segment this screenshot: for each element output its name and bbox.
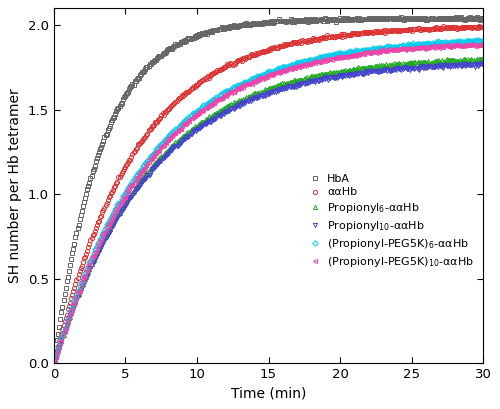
(Propionyl-PEG5K)$_6$-ααHb — [221, 90, 227, 94]
ααHb — [221, 65, 227, 70]
Propionyl$_6$-ααHb — [191, 126, 197, 131]
Legend: HbA, ααHb, Propionyl$_6$-ααHb, Propionyl$_{10}$-ααHb, (Propionyl-PEG5K)$_6$-ααHb: HbA, ααHb, Propionyl$_6$-ααHb, Propionyl… — [305, 170, 478, 272]
Propionyl$_{10}$-ααHb — [191, 128, 197, 133]
HbA — [191, 36, 197, 40]
HbA — [361, 16, 367, 21]
(Propionyl-PEG5K)$_6$-ααHb — [361, 48, 367, 53]
Propionyl$_{10}$-ααHb — [363, 71, 369, 76]
HbA — [458, 15, 464, 20]
(Propionyl-PEG5K)$_{10}$-ααHb — [51, 361, 57, 366]
HbA — [321, 17, 327, 22]
(Propionyl-PEG5K)$_{10}$-ααHb — [363, 49, 369, 54]
HbA — [363, 17, 369, 22]
(Propionyl-PEG5K)$_6$-ααHb — [191, 112, 197, 117]
ααHb — [440, 24, 446, 29]
Propionyl$_6$-ααHb — [480, 56, 486, 61]
(Propionyl-PEG5K)$_{10}$-ααHb — [361, 52, 367, 56]
(Propionyl-PEG5K)$_{10}$-ααHb — [470, 42, 476, 47]
ααHb — [102, 203, 108, 208]
ααHb — [51, 361, 57, 366]
Line: HbA: HbA — [52, 15, 486, 365]
(Propionyl-PEG5K)$_{10}$-ααHb — [102, 227, 108, 232]
ααHb — [321, 34, 327, 39]
(Propionyl-PEG5K)$_6$-ααHb — [476, 38, 482, 43]
Propionyl$_6$-ααHb — [221, 106, 227, 111]
(Propionyl-PEG5K)$_6$-ααHb — [51, 361, 57, 366]
Propionyl$_{10}$-ααHb — [51, 361, 57, 366]
(Propionyl-PEG5K)$_6$-ααHb — [321, 54, 327, 58]
Propionyl$_6$-ααHb — [51, 360, 57, 365]
Propionyl$_6$-ααHb — [363, 65, 369, 70]
Propionyl$_{10}$-ααHb — [361, 72, 367, 76]
(Propionyl-PEG5K)$_{10}$-ααHb — [480, 42, 486, 47]
Line: (Propionyl-PEG5K)$_{10}$-ααHb: (Propionyl-PEG5K)$_{10}$-ααHb — [52, 42, 486, 365]
(Propionyl-PEG5K)$_{10}$-ααHb — [191, 114, 197, 119]
Line: (Propionyl-PEG5K)$_6$-ααHb: (Propionyl-PEG5K)$_6$-ααHb — [52, 38, 485, 365]
Line: ααHb: ααHb — [52, 24, 486, 365]
ααHb — [191, 83, 197, 88]
(Propionyl-PEG5K)$_6$-ααHb — [480, 39, 486, 44]
Propionyl$_6$-ααHb — [321, 72, 327, 76]
Propionyl$_6$-ααHb — [361, 66, 367, 71]
HbA — [102, 133, 108, 137]
HbA — [221, 27, 227, 31]
Propionyl$_{10}$-ααHb — [221, 111, 227, 116]
HbA — [51, 360, 57, 365]
Propionyl$_{10}$-ααHb — [102, 236, 108, 240]
(Propionyl-PEG5K)$_{10}$-ααHb — [221, 93, 227, 98]
Y-axis label: SH number per Hb tetramer: SH number per Hb tetramer — [8, 88, 22, 283]
(Propionyl-PEG5K)$_6$-ααHb — [363, 47, 369, 52]
(Propionyl-PEG5K)$_{10}$-ααHb — [321, 57, 327, 62]
Line: Propionyl$_{10}$-ααHb: Propionyl$_{10}$-ααHb — [52, 61, 486, 365]
Propionyl$_{10}$-ααHb — [478, 61, 484, 65]
ααHb — [361, 30, 367, 35]
(Propionyl-PEG5K)$_6$-ααHb — [102, 225, 108, 230]
X-axis label: Time (min): Time (min) — [231, 387, 306, 401]
Propionyl$_{10}$-ααHb — [321, 76, 327, 81]
ααHb — [480, 25, 486, 29]
Propionyl$_6$-ααHb — [102, 234, 108, 239]
HbA — [480, 15, 486, 20]
ααHb — [363, 30, 369, 35]
Line: Propionyl$_6$-ααHb: Propionyl$_6$-ααHb — [52, 56, 486, 365]
Propionyl$_{10}$-ααHb — [480, 62, 486, 67]
